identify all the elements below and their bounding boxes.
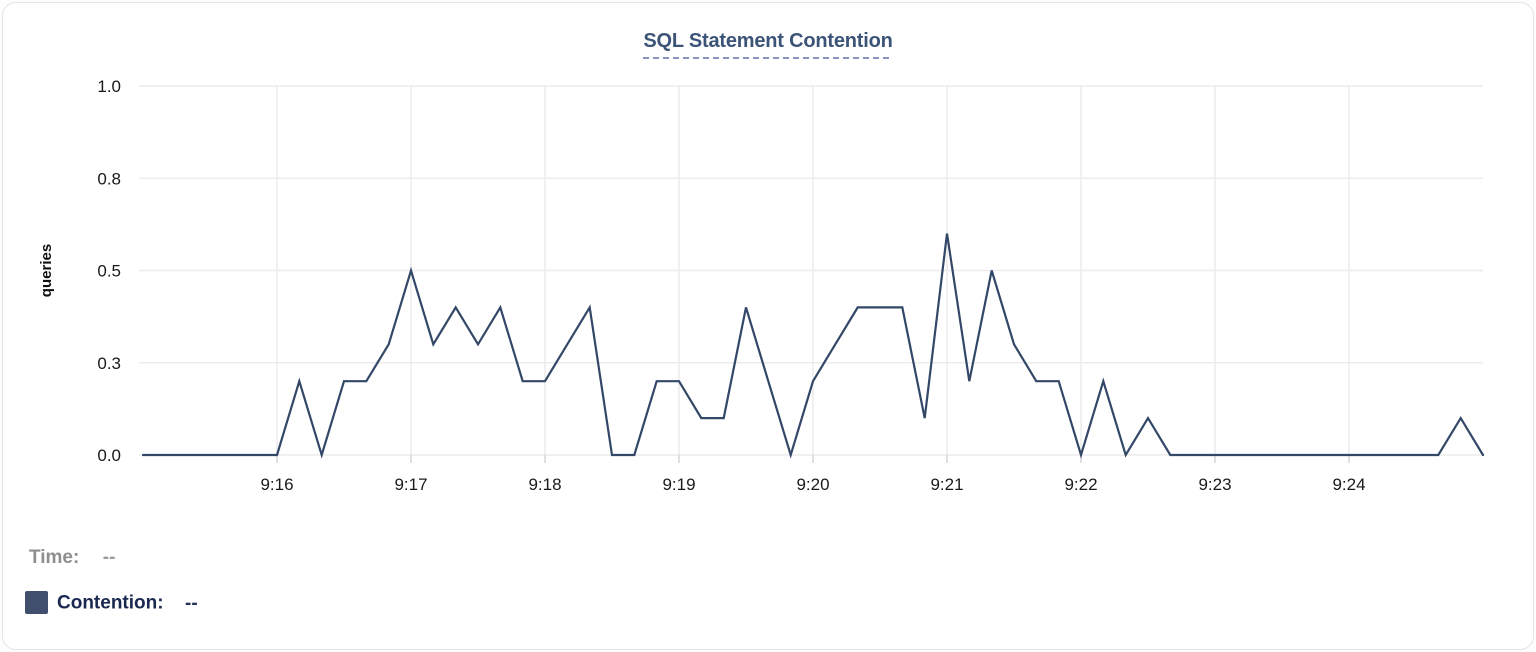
x-tick-label: 9:19 bbox=[662, 475, 695, 494]
y-tick-label: 0.5 bbox=[97, 262, 121, 281]
x-tick-label: 9:21 bbox=[930, 475, 963, 494]
legend-time-row: Time: -- bbox=[29, 547, 115, 573]
x-tick-label: 9:17 bbox=[394, 475, 427, 494]
x-tick-label: 9:23 bbox=[1198, 475, 1231, 494]
chart-title[interactable]: SQL Statement Contention bbox=[643, 30, 893, 59]
contention-series-swatch bbox=[25, 591, 48, 614]
legend-time-label: Time: bbox=[29, 547, 80, 568]
x-tick-label: 9:18 bbox=[528, 475, 561, 494]
legend-contention-row[interactable]: Contention: -- bbox=[25, 591, 198, 618]
legend-contention-value: -- bbox=[185, 592, 198, 614]
legend-contention-label: Contention: bbox=[57, 592, 164, 614]
y-tick-label: 0.0 bbox=[97, 446, 121, 465]
y-tick-label: 0.8 bbox=[97, 169, 121, 188]
y-tick-label: 0.3 bbox=[97, 354, 121, 373]
contention-series-line bbox=[141, 233, 1485, 459]
x-tick-label: 9:20 bbox=[796, 475, 829, 494]
x-tick-label: 9:24 bbox=[1332, 475, 1365, 494]
x-tick-label: 9:22 bbox=[1064, 475, 1097, 494]
y-tick-label: 1.0 bbox=[97, 77, 121, 96]
contention-line-chart[interactable]: 0.0 0.3 0.5 0.8 1.0 9:16 9:17 9:18 9:19 9:20 9:21 9… bbox=[3, 3, 1534, 523]
y-axis-label: queries bbox=[38, 244, 55, 297]
legend-time-value: -- bbox=[102, 547, 116, 568]
x-tick-label: 9:16 bbox=[260, 475, 293, 494]
chart-header: SQL Statement Contention bbox=[3, 30, 1533, 59]
